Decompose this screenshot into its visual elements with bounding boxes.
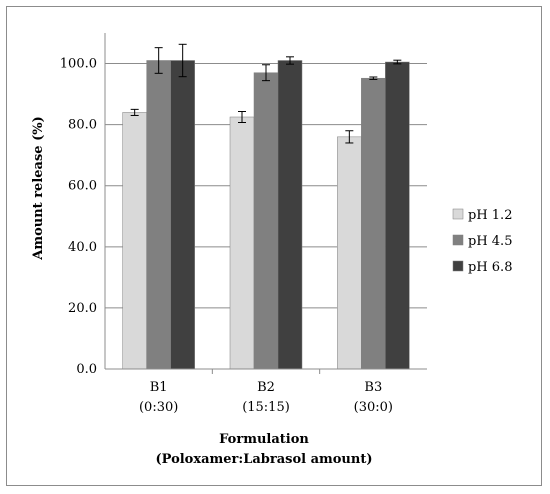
legend-label: pH 6.8 <box>468 260 512 275</box>
x-tick-sublabel: (0:30) <box>139 400 178 415</box>
bar <box>385 61 410 370</box>
x-tick-sublabel: (15:15) <box>242 400 290 415</box>
bar <box>229 116 255 370</box>
y-tick-label: 20.0 <box>68 301 97 316</box>
bar-chart: 0.0 20.0 40.0 60.0 80.0 100.0 B1 (0:30) B2 (15:15… <box>31 33 512 467</box>
x-axis-title: Formulation <box>219 432 309 447</box>
y-tick-label: 80.0 <box>68 118 97 133</box>
bar <box>277 60 303 370</box>
legend: pH 1.2 pH 4.5 pH 6.8 <box>452 208 512 275</box>
bar <box>122 112 147 370</box>
x-tick-label: B3 <box>364 380 382 395</box>
bar <box>146 60 171 370</box>
bar <box>361 77 386 370</box>
y-tick-label: 0.0 <box>76 362 97 377</box>
bar <box>170 60 195 370</box>
legend-label: pH 1.2 <box>468 208 512 223</box>
legend-swatch <box>452 234 464 246</box>
x-tick-label: B2 <box>257 380 275 395</box>
legend-swatch <box>452 208 464 220</box>
legend-label: pH 4.5 <box>468 234 512 249</box>
x-axis-subtitle: (Poloxamer:Labrasol amount) <box>156 452 373 467</box>
y-axis-title: Amount release (%) <box>31 116 46 260</box>
x-tick-label: B1 <box>150 380 168 395</box>
chart-container: 0.0 20.0 40.0 60.0 80.0 100.0 B1 (0:30) B2 (15:15… <box>6 6 542 486</box>
axes: 0.0 20.0 40.0 60.0 80.0 100.0 B1 (0:30) B2 (15:15… <box>60 33 427 415</box>
bar <box>337 136 362 370</box>
y-tick-label: 100.0 <box>60 57 97 72</box>
bar <box>253 72 279 370</box>
legend-swatch <box>452 260 464 272</box>
y-tick-label: 40.0 <box>68 240 97 255</box>
bars <box>122 43 410 370</box>
x-tick-sublabel: (30:0) <box>354 400 393 415</box>
y-tick-label: 60.0 <box>68 179 97 194</box>
